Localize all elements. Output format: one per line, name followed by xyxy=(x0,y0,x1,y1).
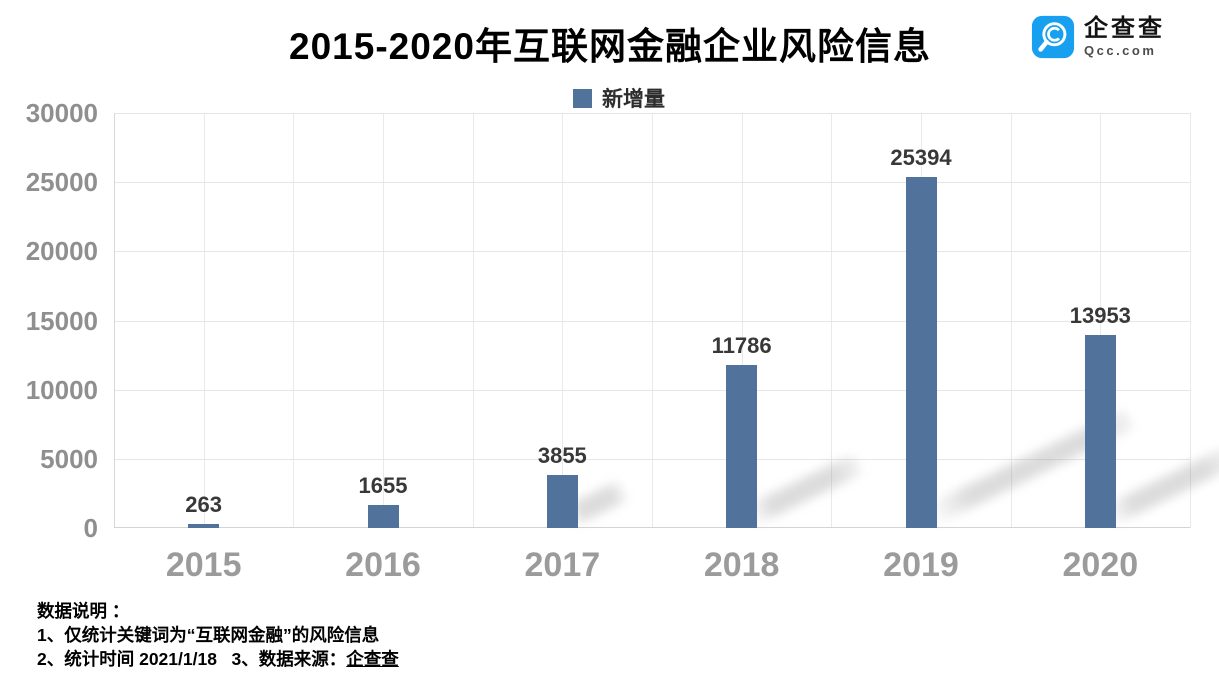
bar-2019 xyxy=(905,176,937,528)
y-tick-10000: 10000 xyxy=(25,374,98,405)
data-notes: 数据说明 ： 1、仅统计关键词为“互联网金融”的风险信息 2、统计时间 2021… xyxy=(37,599,399,671)
logo-text: 企查查 Qcc.com xyxy=(1084,16,1165,58)
value-label-2017: 3855 xyxy=(537,442,587,468)
horizontal-gridline xyxy=(114,113,1190,114)
bar-2017 xyxy=(546,474,578,528)
y-axis-line xyxy=(114,113,115,528)
horizontal-gridline xyxy=(114,251,1190,253)
value-label-2020: 13953 xyxy=(1069,302,1131,328)
value-label-2015: 263 xyxy=(185,492,223,518)
horizontal-gridline xyxy=(114,389,1190,391)
y-tick-20000: 20000 xyxy=(25,236,98,267)
value-label-2019: 25394 xyxy=(890,144,952,170)
x-axis: 2015 2016 2017 2018 2019 2020 xyxy=(114,546,1190,590)
horizontal-gridline xyxy=(114,182,1190,184)
bar-2015 xyxy=(188,524,220,528)
bar-2018 xyxy=(726,364,758,528)
value-label-2018: 11786 xyxy=(711,332,772,358)
legend-swatch xyxy=(573,88,592,108)
notes-heading: 数据说明 ： xyxy=(37,601,130,621)
y-tick-0: 0 xyxy=(83,513,98,543)
legend: 新增量 xyxy=(573,83,665,113)
horizontal-gridline xyxy=(114,320,1190,322)
notes-line-2: 2、统计时间 2021/1/18 3、数据来源：企查查 xyxy=(37,647,399,671)
logo-name: 企查查 xyxy=(1084,15,1165,43)
x-tick-2016: 2016 xyxy=(345,546,421,584)
x-tick-2018: 2018 xyxy=(703,546,780,584)
bar-2020 xyxy=(1084,334,1116,528)
legend-label: 新增量 xyxy=(602,88,665,111)
qcc-magnifier-icon xyxy=(1031,15,1075,59)
x-tick-2019: 2019 xyxy=(883,546,959,584)
y-tick-5000: 5000 xyxy=(40,443,98,474)
vertical-gridline xyxy=(1190,113,1191,528)
bar-2016 xyxy=(367,505,399,528)
y-tick-30000: 30000 xyxy=(25,98,98,128)
qcc-logo: 企查查 Qcc.com xyxy=(1031,15,1165,59)
notes-source-link: 企查查 xyxy=(346,649,399,669)
notes-line-1: 1、仅统计关键词为“互联网金融”的风险信息 xyxy=(37,625,380,645)
bar-shadow-2018 xyxy=(745,453,863,526)
x-axis-line xyxy=(114,527,1190,528)
x-tick-2017: 2017 xyxy=(524,546,601,584)
page-title: 2015-2020年互联网金融企业风险信息 xyxy=(289,26,931,67)
y-tick-15000: 15000 xyxy=(25,305,98,336)
x-tick-2015: 2015 xyxy=(165,546,242,584)
plot-area: 263 1655 3855 11786 25394 13953 xyxy=(114,113,1219,528)
notes-line-2-prefix: 2、统计时间 2021/1/18 3、数据来源： xyxy=(37,649,347,669)
y-tick-25000: 25000 xyxy=(25,167,98,198)
logo-domain: Qcc.com xyxy=(1084,43,1157,59)
y-axis: 0 5000 10000 15000 20000 25000 30000 xyxy=(0,99,98,542)
x-tick-2020: 2020 xyxy=(1062,546,1139,584)
value-label-2016: 1655 xyxy=(358,473,408,499)
horizontal-gridline xyxy=(114,458,1190,460)
